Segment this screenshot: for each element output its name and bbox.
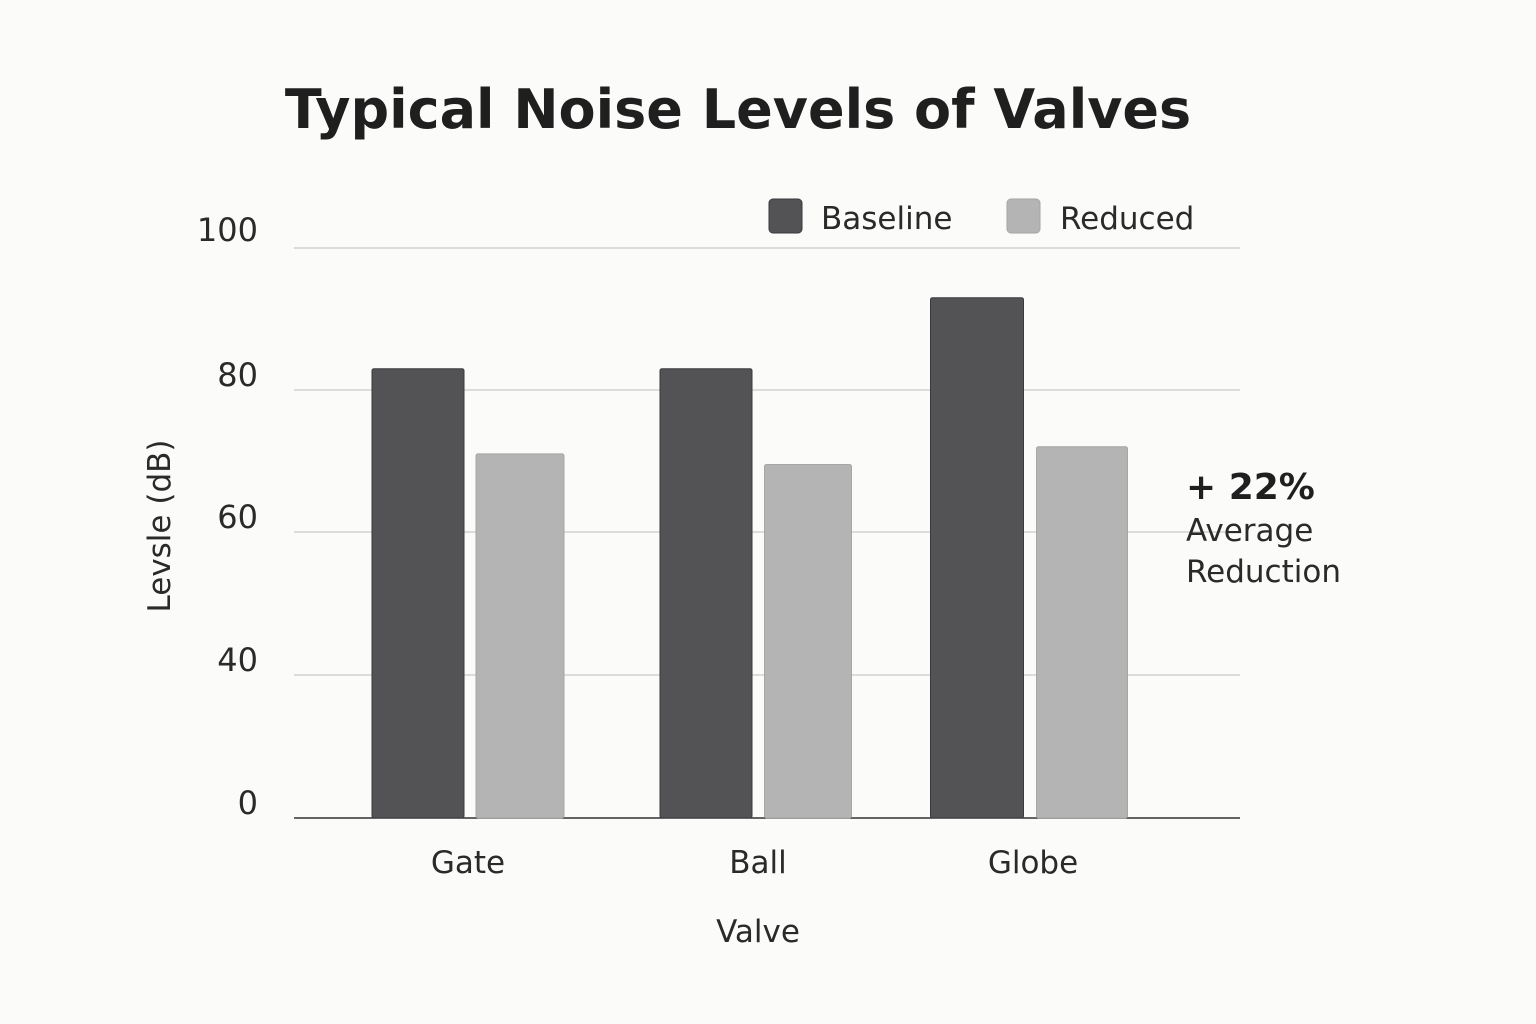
y-axis-title: Levsle (dB) [142, 440, 178, 613]
x-tick-label-globe: Globe [988, 845, 1078, 881]
bar-baseline-globe [930, 297, 1024, 819]
bar-baseline-ball [659, 368, 753, 819]
x-axis-categories: Gate Ball Globe [431, 845, 1078, 881]
annotation-line-2: Reduction [1186, 554, 1341, 590]
bar-reduced-globe [1036, 446, 1128, 819]
y-axis-ticks: 0 40 60 80 100 [197, 211, 258, 822]
chart-title: Typical Noise Levels of Valves [285, 78, 1191, 141]
legend-label-baseline: Baseline [821, 201, 952, 237]
bar-reduced-gate [475, 453, 565, 819]
annotation-line-1: Average [1186, 513, 1313, 549]
y-tick-label-80: 80 [217, 356, 258, 394]
bars [371, 297, 1128, 819]
x-axis-title: Valve [716, 914, 800, 950]
x-tick-label-ball: Ball [729, 845, 787, 881]
x-tick-label-gate: Gate [431, 845, 505, 881]
bar-baseline-gate [371, 368, 465, 819]
bar-reduced-ball [764, 464, 852, 819]
legend-swatch-baseline [768, 198, 803, 234]
annotation-value: + 22% [1186, 467, 1315, 508]
y-tick-label-100: 100 [197, 211, 258, 249]
legend-swatch-reduced [1006, 198, 1041, 234]
y-tick-label-40: 40 [217, 641, 258, 679]
legend: Baseline Reduced [768, 198, 1194, 237]
reduction-annotation: + 22% Average Reduction [1186, 467, 1341, 590]
legend-label-reduced: Reduced [1060, 201, 1194, 237]
y-tick-label-0: 0 [238, 784, 258, 822]
y-tick-label-60: 60 [217, 498, 258, 536]
